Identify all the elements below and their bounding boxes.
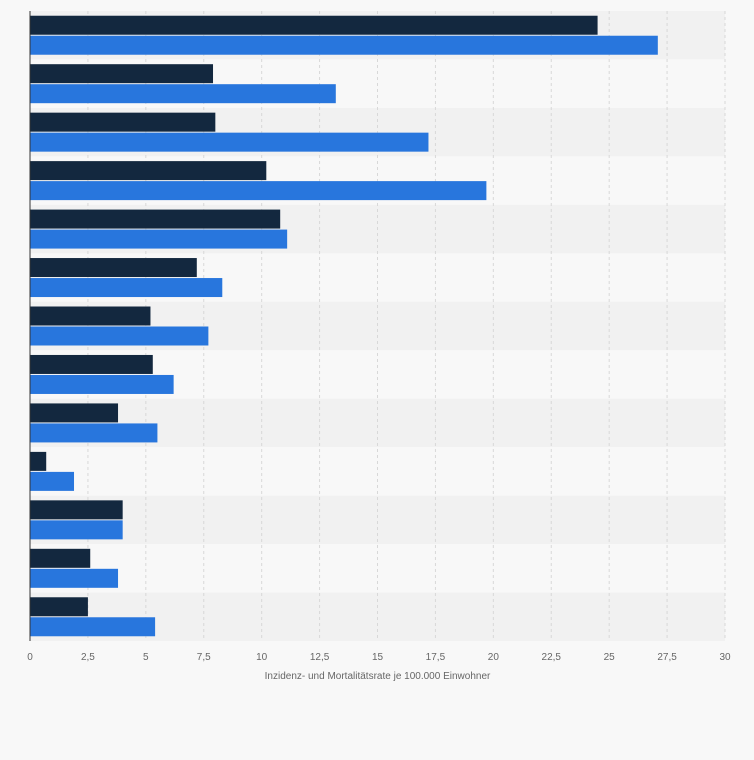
bar-series-2	[30, 471, 75, 491]
bar-series-1	[30, 64, 214, 84]
x-tick-label: 2,5	[81, 652, 95, 663]
x-tick-label: 25	[604, 652, 616, 663]
bar-series-2	[30, 374, 174, 394]
row-band	[30, 447, 725, 496]
bar-series-2	[30, 181, 487, 201]
bar-series-1	[30, 258, 197, 278]
bar-series-2	[30, 229, 288, 249]
bar-series-2	[30, 35, 658, 55]
bar-series-2	[30, 326, 209, 346]
x-tick-label: 22,5	[542, 652, 562, 663]
bar-series-1	[30, 500, 123, 520]
x-tick-label: 12,5	[310, 652, 330, 663]
x-tick-label: 27,5	[657, 652, 677, 663]
bar-series-2	[30, 423, 158, 443]
x-axis-label: Inzidenz- und Mortalitätsrate je 100.000…	[265, 671, 491, 682]
bar-series-2	[30, 568, 119, 588]
bar-series-1	[30, 354, 153, 374]
bar-series-1	[30, 403, 119, 423]
x-tick-label: 7,5	[197, 652, 211, 663]
bar-series-1	[30, 112, 216, 132]
bar-series-2	[30, 520, 123, 540]
bar-series-2	[30, 84, 336, 104]
bar-series-1	[30, 451, 47, 471]
bar-series-1	[30, 161, 267, 181]
x-tick-label: 20	[488, 652, 500, 663]
bar-series-2	[30, 132, 429, 152]
x-tick-label: 15	[372, 652, 384, 663]
row-band	[30, 495, 725, 545]
x-tick-label: 10	[256, 652, 268, 663]
bar-series-1	[30, 548, 91, 568]
x-axis-ticks: 0 2,5 5 7,5 10 12,5 15 17,5 20 22,5 25 27,5 30	[27, 652, 731, 663]
bar-series-2	[30, 617, 156, 637]
x-tick-label: 0	[27, 652, 33, 663]
bar-series-1	[30, 209, 281, 229]
bar-series-1	[30, 597, 88, 617]
x-tick-label: 30	[719, 652, 731, 663]
bar-series-2	[30, 278, 223, 298]
bar-series-1	[30, 306, 151, 326]
x-tick-label: 17,5	[426, 652, 446, 663]
bar-series-1	[30, 15, 598, 35]
bars	[30, 15, 658, 637]
x-tick-label: 5	[143, 652, 149, 663]
